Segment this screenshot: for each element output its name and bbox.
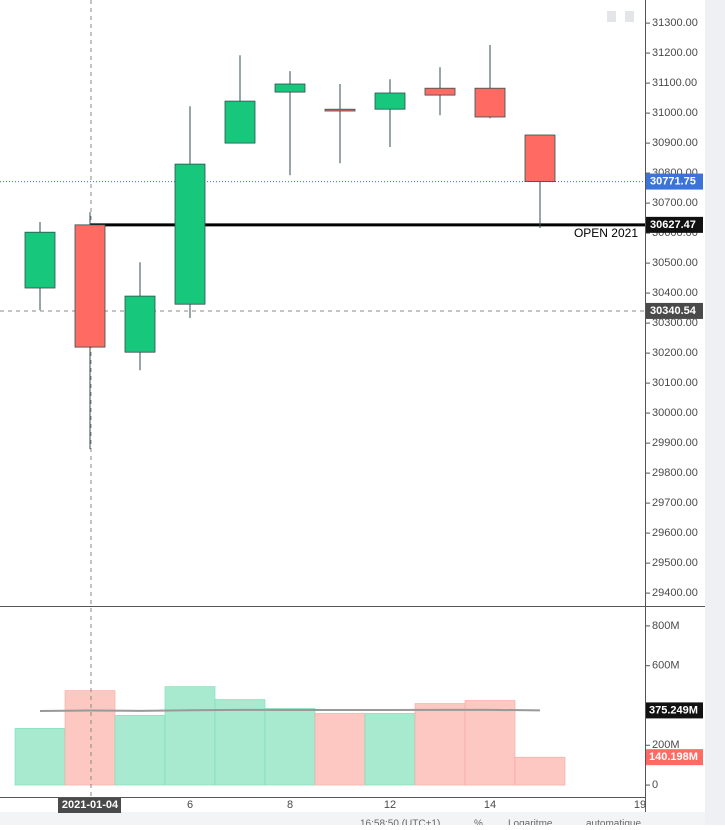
y-tick-label: 30000.00 — [652, 407, 698, 419]
y-tick-label: 30700.00 — [652, 197, 698, 209]
pane-button[interactable] — [607, 11, 616, 22]
volume-ma-line — [39, 708, 541, 713]
volume-bar — [114, 715, 166, 786]
candle-body — [224, 100, 256, 144]
candle-body — [174, 163, 206, 305]
y-tick-label: 30300.00 — [652, 317, 698, 329]
crosshair-price-label: 30340.54 — [650, 305, 697, 317]
y-tick-label: 29700.00 — [652, 497, 698, 509]
candle-body — [374, 92, 406, 110]
reference-line-label: OPEN 2021 — [574, 226, 638, 240]
volume-ma-value-label-box — [646, 702, 703, 719]
side-strip — [705, 0, 725, 825]
volume-bar — [264, 708, 316, 786]
candle-body — [274, 83, 306, 93]
y-tick-label: 30200.00 — [652, 347, 698, 359]
volume-bar — [64, 690, 116, 786]
candle-body — [524, 134, 556, 182]
candle-body — [24, 231, 56, 289]
candle-body — [324, 108, 356, 112]
y2-tick-label: 200M — [652, 739, 680, 751]
y-tick-label: 30100.00 — [652, 377, 698, 389]
reference-price-label: 30627.47 — [650, 219, 696, 231]
x-tick-label: 8 — [287, 799, 293, 811]
last-price-label: 30771.75 — [650, 175, 696, 187]
y2-tick-label: 800M — [652, 620, 680, 632]
status-item[interactable]: automatique — [586, 819, 641, 830]
y-tick-label: 29600.00 — [652, 527, 698, 539]
x-tick-label: 14 — [484, 799, 496, 811]
candle-body — [74, 224, 106, 348]
candle-body — [124, 295, 156, 353]
reference-price-label-box — [646, 216, 703, 233]
crosshair-price-label-box — [646, 302, 703, 319]
x-tick-highlight — [58, 798, 121, 813]
y2-tick-label: 600M — [652, 660, 680, 672]
y-tick-label: 29800.00 — [652, 467, 698, 479]
y-tick-label: 29400.00 — [652, 587, 698, 599]
pane-button[interactable] — [625, 11, 634, 22]
volume-bar — [414, 703, 466, 786]
y-tick-label: 29500.00 — [652, 557, 698, 569]
volume-bar — [364, 713, 416, 786]
volume-bar — [314, 713, 366, 786]
y-tick-label: 30500.00 — [652, 257, 698, 269]
y-tick-label: 30900.00 — [652, 137, 698, 149]
status-item[interactable]: 16:58:50 (UTC+1) — [360, 819, 440, 830]
y-tick-label: 31300.00 — [652, 17, 698, 29]
x-tick-label: 12 — [384, 799, 396, 811]
y2-tick-label: 0 — [652, 779, 658, 791]
volume-bar — [14, 728, 66, 786]
volume-ma-value-label: 375.249M — [649, 704, 698, 716]
y-tick-label: 29900.00 — [652, 437, 698, 449]
x-tick-label: 2021-01-04 — [62, 799, 119, 811]
candle-body — [474, 87, 506, 118]
y-tick-label: 30400.00 — [652, 287, 698, 299]
y-tick-label: 31100.00 — [652, 77, 697, 89]
volume-bar — [214, 699, 266, 786]
volume-last-value-label-box — [646, 749, 703, 766]
status-item[interactable]: Logaritme — [508, 819, 553, 830]
x-tick-label: 6 — [187, 799, 193, 811]
volume-bar — [464, 700, 516, 786]
candle-body — [424, 87, 456, 96]
volume-bar — [514, 756, 566, 786]
y-tick-label: 31000.00 — [652, 107, 698, 119]
last-price-label-box — [646, 173, 703, 190]
x-tick-label: 19 — [634, 799, 646, 811]
status-bar — [0, 812, 705, 825]
y-tick-label: 31200.00 — [652, 47, 698, 59]
status-item[interactable]: % — [474, 819, 483, 830]
volume-bar — [164, 686, 216, 786]
volume-last-value-label: 140.198M — [649, 751, 698, 763]
